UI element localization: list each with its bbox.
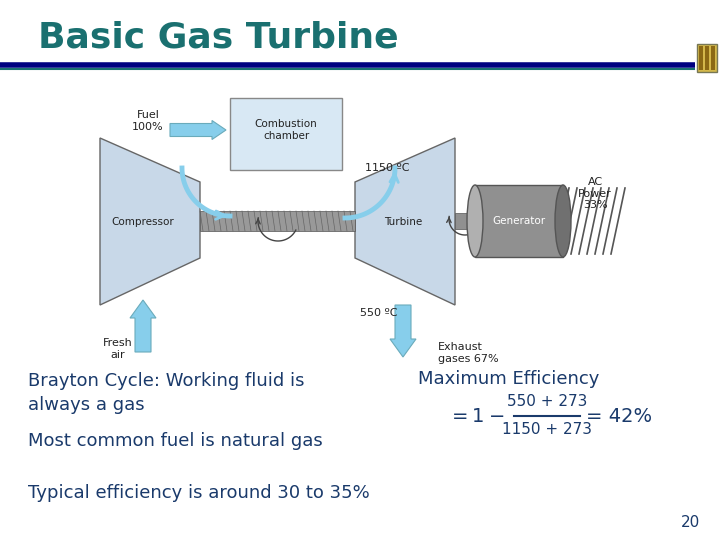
Text: Fuel
100%: Fuel 100% [132,110,164,132]
Text: Maximum Efficiency: Maximum Efficiency [418,370,599,388]
Bar [200,211,355,231]
Bar [455,213,475,229]
Text: Most common fuel is natural gas: Most common fuel is natural gas [28,432,323,450]
Text: = 42%: = 42% [586,407,652,426]
Text: 550 ºC: 550 ºC [360,308,397,318]
FancyArrow shape [130,300,156,352]
Bar [475,185,563,257]
Text: Turbine: Turbine [384,217,422,227]
Text: 550 + 273: 550 + 273 [507,395,588,409]
Ellipse shape [467,185,483,257]
Text: 1150 + 273: 1150 + 273 [502,422,592,437]
Text: Brayton Cycle: Working fluid is
always a gas: Brayton Cycle: Working fluid is always a… [28,372,305,414]
Text: Exhaust
gases 67%: Exhaust gases 67% [438,342,499,363]
Ellipse shape [555,185,571,257]
Bar [711,46,715,70]
Text: AC
Power
33%: AC Power 33% [578,177,612,210]
Text: Typical efficiency is around 30 to 35%: Typical efficiency is around 30 to 35% [28,484,370,502]
Text: Basic Gas Turbine: Basic Gas Turbine [38,21,399,55]
Bar [697,44,717,72]
Text: Fresh
air: Fresh air [103,338,133,360]
Bar [699,46,703,70]
Text: $= 1-$: $= 1-$ [448,407,505,426]
Polygon shape [100,138,200,305]
Bar [705,46,709,70]
Polygon shape [355,138,455,305]
Text: Compressor: Compressor [112,217,174,227]
Text: Combustion
chamber: Combustion chamber [255,119,318,141]
Text: Generator: Generator [492,216,546,226]
Bar [230,98,342,170]
FancyArrow shape [170,120,226,139]
FancyArrow shape [390,305,416,357]
Text: 1150 ºC: 1150 ºC [365,163,410,173]
Text: 20: 20 [680,515,700,530]
